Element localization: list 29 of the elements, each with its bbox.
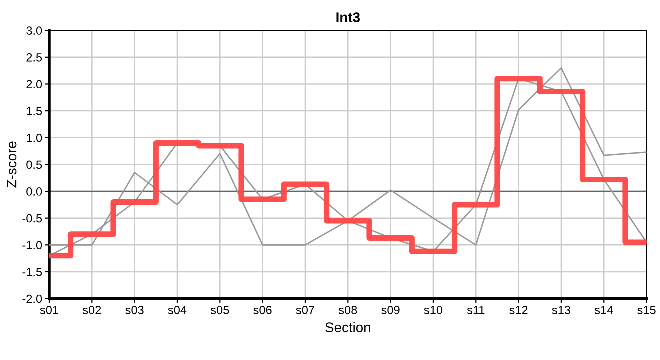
y-tick-label: -1.5 (22, 268, 42, 276)
y-tick-label: -0.5 (22, 214, 42, 223)
x-tick-label: s05 (210, 306, 230, 314)
y-tick-label: 2.5 (26, 53, 42, 62)
y-axis-title: Z-score (7, 142, 17, 188)
y-tick-label: 0.5 (26, 160, 42, 170)
y-tick-label: 0.0 (26, 188, 42, 196)
y-tick-label: 3.0 (26, 26, 42, 35)
y-tick-label: 1.5 (27, 107, 42, 116)
x-tick-label: s06 (254, 306, 272, 314)
x-tick-label: s08 (338, 306, 358, 314)
x-tick-label: s03 (126, 306, 144, 314)
x-tick-label: s13 (552, 306, 570, 314)
x-tick-label: s07 (296, 306, 314, 314)
x-tick-label: s04 (168, 306, 187, 314)
y-tick-label: 1.0 (27, 134, 42, 142)
x-tick-label: s10 (424, 306, 443, 314)
x-tick-label: s15 (638, 306, 656, 314)
x-tick-label: s12 (510, 306, 528, 314)
y-tick-label: -2.0 (22, 294, 42, 304)
x-tick-label: s02 (82, 306, 102, 314)
chart-title: Int3 (336, 12, 360, 22)
y-tick-label: -1.0 (22, 241, 42, 250)
x-axis-title: Section (326, 322, 370, 333)
y-tick-label: 2.0 (26, 80, 42, 89)
x-tick-label: s01 (40, 306, 58, 314)
x-tick-label: s14 (594, 306, 614, 314)
x-tick-label: s11 (467, 306, 485, 314)
x-tick-label: s09 (382, 306, 400, 314)
